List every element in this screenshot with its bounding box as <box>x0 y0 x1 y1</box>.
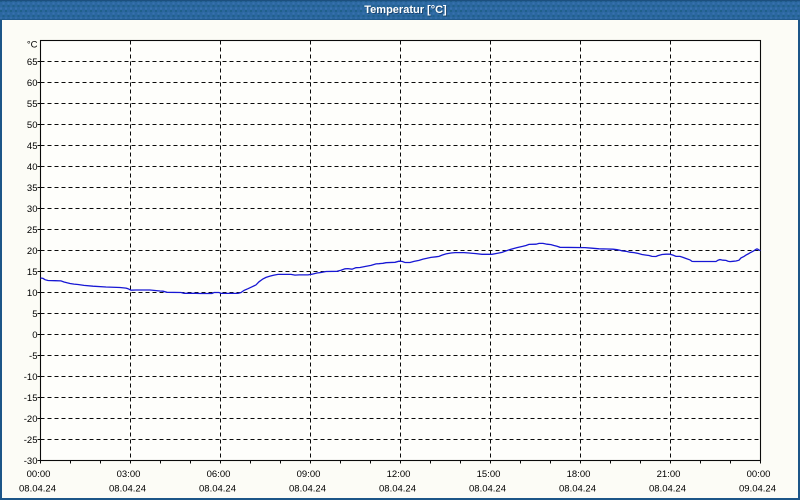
svg-text:55: 55 <box>27 99 38 110</box>
svg-text:12:00: 12:00 <box>387 469 411 480</box>
svg-text:°C: °C <box>27 40 38 51</box>
svg-text:08.04.24: 08.04.24 <box>199 483 236 494</box>
svg-text:00:00: 00:00 <box>747 469 771 480</box>
svg-text:18:00: 18:00 <box>567 469 591 480</box>
svg-text:40: 40 <box>27 162 38 173</box>
svg-text:09:00: 09:00 <box>297 469 321 480</box>
svg-text:50: 50 <box>27 120 38 131</box>
svg-text:30: 30 <box>27 204 38 215</box>
svg-text:-20: -20 <box>24 414 38 425</box>
svg-text:-15: -15 <box>24 393 38 404</box>
svg-text:-30: -30 <box>24 456 38 467</box>
svg-text:21:00: 21:00 <box>657 469 681 480</box>
svg-text:08.04.24: 08.04.24 <box>109 483 146 494</box>
svg-text:08.04.24: 08.04.24 <box>559 483 596 494</box>
svg-text:00:00: 00:00 <box>27 469 51 480</box>
svg-text:25: 25 <box>27 225 38 236</box>
svg-text:35: 35 <box>27 183 38 194</box>
svg-text:08.04.24: 08.04.24 <box>289 483 326 494</box>
svg-text:0: 0 <box>32 330 37 341</box>
svg-text:15: 15 <box>27 267 38 278</box>
svg-text:03:00: 03:00 <box>117 469 141 480</box>
svg-text:08.04.24: 08.04.24 <box>19 483 56 494</box>
svg-text:5: 5 <box>32 309 37 320</box>
svg-text:08.04.24: 08.04.24 <box>379 483 416 494</box>
svg-text:15:00: 15:00 <box>477 469 501 480</box>
svg-text:08.04.24: 08.04.24 <box>469 483 506 494</box>
svg-text:60: 60 <box>27 78 38 89</box>
svg-text:20: 20 <box>27 246 38 257</box>
svg-text:-10: -10 <box>24 372 38 383</box>
svg-text:09.04.24: 09.04.24 <box>739 483 776 494</box>
svg-text:-5: -5 <box>29 351 37 362</box>
svg-text:45: 45 <box>27 141 38 152</box>
svg-text:-25: -25 <box>24 435 38 446</box>
svg-text:Temperatur [°C]: Temperatur [°C] <box>364 4 447 16</box>
svg-text:65: 65 <box>27 57 38 68</box>
svg-text:06:00: 06:00 <box>207 469 231 480</box>
svg-text:10: 10 <box>27 288 38 299</box>
svg-text:08.04.24: 08.04.24 <box>649 483 686 494</box>
